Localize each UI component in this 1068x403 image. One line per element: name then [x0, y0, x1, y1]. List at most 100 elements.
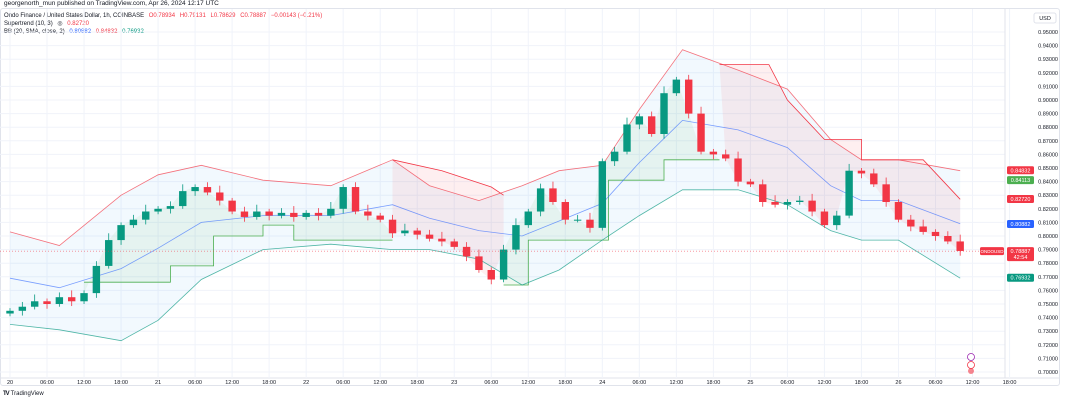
price-label-badge	[1007, 273, 1034, 282]
candle	[314, 208, 323, 221]
symbol-legend[interactable]: Ondo Finance / United States Dollar, 1h,…	[4, 13, 325, 20]
candle-body	[203, 187, 212, 193]
candle-body	[919, 226, 927, 232]
candle-body	[623, 124, 631, 152]
candle-body	[931, 231, 940, 236]
y-tick-label: 0.80000	[1038, 234, 1058, 240]
candle	[536, 183, 545, 217]
candle	[43, 298, 51, 309]
candle	[18, 301, 27, 316]
candle	[882, 177, 890, 207]
candle-body	[635, 116, 644, 125]
candle-body	[573, 219, 582, 221]
candle	[92, 261, 101, 298]
y-tick-label: 0.89000	[1038, 112, 1058, 118]
x-tick-label: 12:00	[225, 380, 239, 386]
candle-body	[907, 219, 915, 227]
candle-body	[610, 151, 619, 162]
candle-body	[759, 184, 767, 202]
candle	[6, 308, 14, 317]
candle	[833, 210, 841, 230]
candle-body	[462, 246, 471, 257]
candle	[808, 193, 816, 217]
candle-body	[746, 181, 755, 185]
candle-body	[586, 219, 594, 228]
y-tick-label: 0.79000	[1038, 248, 1058, 254]
candle-body	[684, 79, 693, 114]
candle	[499, 244, 508, 283]
x-tick-label: 12:00	[521, 380, 535, 386]
candle-body	[80, 293, 88, 302]
candle-body	[956, 241, 964, 251]
y-tick-label: 0.72000	[1038, 343, 1058, 349]
y-tick-label: 0.94000	[1038, 44, 1058, 50]
x-tick-label: 18:00	[558, 380, 572, 386]
y-tick-label: 0.71000	[1038, 356, 1058, 362]
ohlc-change: −0.00143 (−0.21%)	[270, 13, 323, 19]
supertrend-up-line	[503, 159, 720, 286]
supertrend-label: Supertrend (10, 3)	[4, 21, 53, 27]
candle-body	[253, 211, 261, 217]
candle	[290, 206, 298, 222]
candle	[67, 290, 76, 307]
x-tick-label: 26	[895, 380, 901, 386]
candle	[931, 229, 940, 241]
candle	[253, 204, 261, 220]
candle-body	[660, 93, 668, 134]
tradingview-logo[interactable]: TV TradingView	[3, 391, 44, 397]
symbol-tag-text: ONDOUSD	[980, 249, 1004, 254]
x-tick-label: 24	[599, 380, 605, 386]
candle	[561, 199, 570, 225]
price-label-badge	[1007, 220, 1034, 229]
candle-body	[364, 211, 372, 216]
candle	[339, 184, 347, 214]
candle-body	[709, 151, 718, 155]
candle-body	[771, 202, 779, 205]
candle	[487, 267, 495, 285]
x-tick-label: 21	[155, 380, 161, 386]
price-label-text: 0.78887	[1011, 249, 1031, 255]
candle-body	[524, 211, 532, 226]
candle-body	[783, 202, 792, 205]
candle	[734, 151, 742, 187]
candle	[55, 292, 64, 307]
x-tick-label: 18:00	[1003, 380, 1017, 386]
candle	[722, 149, 730, 162]
candle	[30, 294, 39, 310]
price-label-text: 0.84832	[1011, 168, 1031, 174]
y-tick-label: 0.87000	[1038, 139, 1058, 145]
symbol-title: Ondo Finance / United States Dollar, 1h,…	[4, 13, 145, 19]
candle-body	[697, 113, 705, 152]
candle-body	[438, 238, 446, 242]
candle-body	[598, 161, 607, 228]
candle	[944, 231, 952, 245]
x-tick-label: 23	[451, 380, 457, 386]
candle	[228, 197, 236, 215]
candle	[475, 249, 483, 273]
supertrend-down-line	[719, 64, 961, 200]
y-tick-label: 0.77000	[1038, 275, 1058, 281]
y-tick-label: 0.73000	[1038, 329, 1058, 335]
candle	[117, 222, 125, 245]
candle	[660, 86, 668, 139]
eye-icon[interactable]: ◎	[57, 21, 63, 27]
candle-body	[166, 206, 175, 209]
candle-body	[512, 225, 520, 250]
supertrend-up-fill	[84, 187, 393, 294]
candle	[388, 214, 397, 239]
currency-button[interactable]	[1033, 12, 1057, 24]
candle	[919, 219, 927, 235]
candle-body	[894, 202, 903, 220]
candle	[142, 204, 150, 225]
candle-body	[808, 200, 816, 212]
candle	[166, 201, 175, 214]
candle-body	[302, 212, 310, 217]
y-tick-label: 0.95000	[1038, 30, 1058, 36]
supertrend-legend[interactable]: Supertrend (10, 3) ◎ 0.82720	[4, 21, 92, 28]
x-tick-label: 18:00	[262, 380, 276, 386]
candle-body	[117, 225, 125, 241]
candle-body	[734, 158, 742, 182]
candle-body	[845, 170, 853, 216]
candle	[462, 242, 471, 262]
